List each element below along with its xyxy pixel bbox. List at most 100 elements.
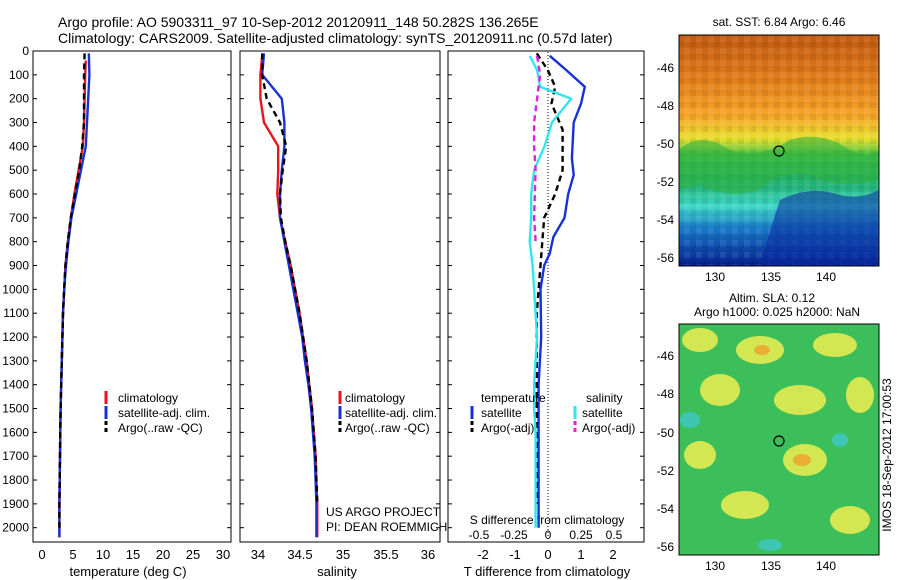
salinity-xtick: 34	[251, 547, 265, 562]
depth-tick-label: 300	[9, 116, 29, 130]
project-note: US ARGO PROJECT	[326, 505, 441, 519]
t-diff-xtick: 2	[609, 547, 616, 562]
argo-position-marker	[773, 145, 785, 157]
sla-blob	[774, 385, 826, 415]
temperature-xtick: 20	[156, 547, 170, 562]
temperature-xtick: 5	[69, 547, 76, 562]
sla-blob	[830, 506, 870, 534]
pi-note: PI: DEAN ROEMMICH	[326, 520, 447, 534]
temperature-xtick: 10	[96, 547, 110, 562]
depth-tick-label: 200	[9, 92, 29, 106]
legend-label: Argo(..raw -QC)	[118, 421, 203, 435]
t-diff-xtick: -1	[509, 547, 521, 562]
header-line-2: Climatology: CARS2009. Satellite-adjuste…	[58, 30, 613, 46]
sla-map-y-ticks: -46 -48 -50 -52 -54 -56	[657, 349, 675, 554]
t-difference-satellite-line	[537, 54, 586, 528]
map-xtick: 130	[705, 270, 725, 284]
temperature-xtick: 25	[186, 547, 200, 562]
legend-label: Argo(-adj)	[582, 421, 635, 435]
map-ytick: -48	[657, 387, 675, 401]
t-difference-xlabel: T difference from climatology	[464, 564, 631, 579]
s-difference-xlabel: S difference from climatology	[470, 513, 625, 527]
depth-tick-label: 1900	[2, 497, 29, 511]
legend-label: climatology	[345, 391, 405, 405]
sla-map-frame	[678, 323, 880, 556]
temperature-xtick: 0	[38, 547, 45, 562]
sla-blob	[846, 377, 874, 413]
sla-map-high-blobs	[754, 345, 811, 466]
sla-blob	[684, 441, 716, 469]
s-diff-xtick: -0.5	[469, 528, 490, 542]
s-difference-satellite-line	[528, 55, 573, 528]
depth-tick-label: 1000	[2, 282, 29, 296]
s-difference-x-ticks: -0.5 -0.25 0 0.25 0.5	[469, 528, 623, 542]
temperature-xtick: 30	[216, 547, 230, 562]
legend-label: satellite-adj. clim.	[118, 406, 210, 420]
sla-low-blob	[758, 539, 782, 551]
sst-map-y-ticks: -46 -48 -50 -52 -54 -56	[657, 61, 675, 265]
temperature-x-ticks: 0 5 10 15 20 25 30	[38, 547, 230, 562]
depth-tick-label: 1400	[2, 378, 29, 392]
salinity-xtick: 34.5	[287, 547, 312, 562]
s-difference-argo-line	[532, 55, 542, 242]
depth-axis-labels: 0 100 200 300 400 500 600 700 800 900 1000 1100 1200…	[2, 44, 29, 535]
map-ytick: -48	[657, 99, 675, 113]
salinity-satellite-line	[261, 53, 318, 538]
depth-tick-label: 600	[9, 187, 29, 201]
header-line-1: Argo profile: AO 5903311_97 10-Sep-2012 …	[58, 14, 539, 30]
sst-map-warm-patch	[679, 136, 879, 194]
depth-tick-label: 2000	[2, 521, 29, 535]
argo-position-marker	[773, 435, 785, 447]
difference-legend: temperature salinity satellite Argo(-adj…	[470, 391, 635, 435]
s-diff-xtick: 0.5	[606, 528, 623, 542]
map-xtick: 130	[705, 559, 725, 573]
temperature-panel-frame	[32, 50, 232, 543]
map-ytick: -54	[657, 213, 675, 227]
salinity-climatology-line	[259, 55, 319, 538]
temperature-xlabel: temperature (deg C)	[69, 564, 186, 579]
difference-panel-frame	[447, 50, 645, 543]
sla-map-title-2: Argo h1000: 0.025 h2000: NaN	[694, 305, 860, 319]
sla-high-blob	[793, 454, 811, 466]
depth-tick-label: 1500	[2, 402, 29, 416]
depth-tick-label: 1200	[2, 330, 29, 344]
map-ytick: -52	[657, 464, 675, 478]
map-ytick: -50	[657, 426, 675, 440]
map-ytick: -46	[657, 349, 675, 363]
sla-low-blob	[832, 433, 848, 447]
depth-tick-label: 1300	[2, 354, 29, 368]
salinity-xlabel: salinity	[317, 564, 357, 579]
map-xtick: 140	[816, 559, 836, 573]
map-ytick: -50	[657, 137, 675, 151]
sst-map	[678, 34, 880, 267]
map-ytick: -54	[657, 502, 675, 516]
sla-blob	[813, 333, 857, 357]
depth-tick-label: 800	[9, 235, 29, 249]
temperature-xtick: 15	[126, 547, 140, 562]
axis-tick-marks	[33, 50, 644, 529]
depth-tick-label: 1100	[3, 306, 29, 320]
s-diff-xtick: 0.25	[569, 528, 593, 542]
map-xtick: 135	[761, 559, 781, 573]
sla-blob	[721, 491, 769, 519]
salinity-panel-frame	[239, 50, 441, 543]
legend-head-salinity: salinity	[586, 391, 623, 405]
legend-head-temperature: temperature	[481, 391, 546, 405]
depth-tick-label: 500	[9, 163, 29, 177]
sst-map-title: sat. SST: 6.84 Argo: 6.46	[713, 15, 846, 29]
depth-tick-label: 400	[9, 139, 29, 153]
depth-tick-label: 1800	[2, 473, 29, 487]
map-ytick: -46	[657, 61, 675, 75]
t-diff-xtick: -2	[477, 547, 489, 562]
t-diff-xtick: 1	[577, 547, 584, 562]
legend-label: climatology	[118, 391, 178, 405]
sla-map-blobs	[682, 328, 874, 534]
salinity-xtick: 36	[421, 547, 435, 562]
profile-lines	[58, 52, 586, 538]
sla-blob	[700, 374, 740, 406]
map-xtick: 135	[761, 270, 781, 284]
map-ytick: -56	[657, 251, 675, 265]
imos-timestamp: IMOS 18-Sep-2012 17:00:53	[880, 378, 894, 532]
depth-tick-label: 1600	[2, 425, 29, 439]
